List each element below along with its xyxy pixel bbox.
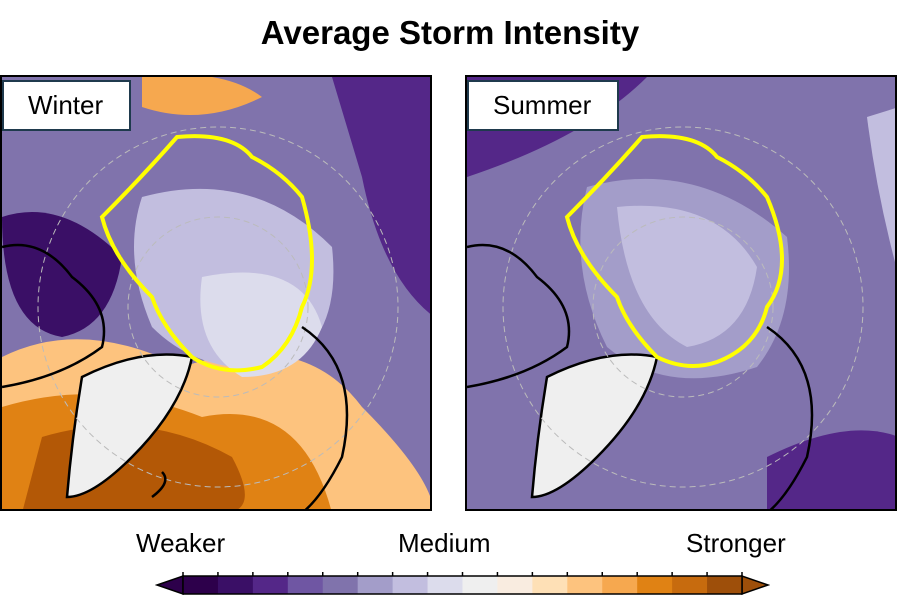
winter-storm-field <box>2 77 430 509</box>
summer-storm-field <box>467 77 895 509</box>
colorbar-outline <box>182 575 743 595</box>
colorbar-extend-high <box>741 574 770 596</box>
colorbar-label-medium: Medium <box>398 528 491 558</box>
colorbar-segment <box>532 576 568 594</box>
colorbar-segment <box>287 576 324 594</box>
colorbar-label-stronger: Stronger <box>686 528 786 558</box>
colorbar-segment <box>427 576 463 594</box>
colorbar-segment <box>357 576 394 594</box>
colorbar-segment <box>637 576 673 594</box>
colorbar-segment <box>602 576 638 594</box>
colorbar-segment <box>462 576 498 594</box>
colorbar-segment <box>183 576 219 594</box>
summer-label: Summer <box>467 80 620 131</box>
summer-map: Summer <box>465 75 897 511</box>
colorbar-segment <box>707 576 743 594</box>
winter-label: Winter <box>2 80 132 131</box>
colorbar <box>155 572 770 596</box>
colorbar-segment <box>497 576 533 594</box>
winter-map: Winter <box>0 75 432 511</box>
colorbar-segment <box>322 576 359 594</box>
colorbar-segment <box>217 576 254 594</box>
colorbar-segment <box>252 576 289 594</box>
colorbar-segment <box>567 576 603 594</box>
figure-title: Average Storm Intensity <box>260 14 640 51</box>
colorbar-segment <box>392 576 429 594</box>
colorbar-label-weaker: Weaker <box>136 528 226 558</box>
colorbar-extend-low <box>155 574 184 596</box>
colorbar-segment <box>672 576 708 594</box>
